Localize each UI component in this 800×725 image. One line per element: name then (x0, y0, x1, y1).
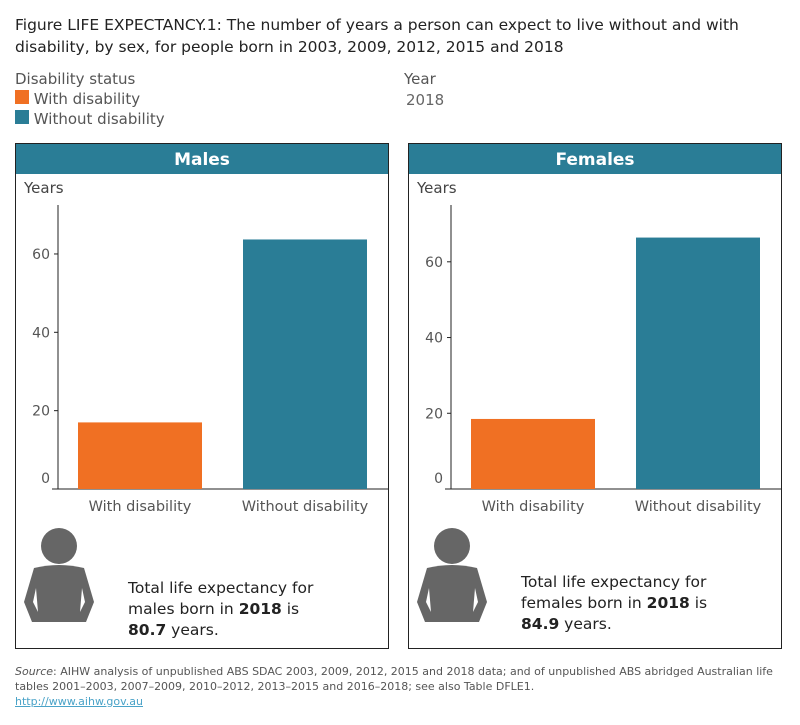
source-note: Source: AIHW analysis of unpublished ABS… (15, 664, 800, 709)
note-post: years. (559, 615, 612, 633)
bar-chart: 0 20 40 60 With disability Without disability (417, 205, 781, 622)
males-panel: Males Years 0 20 40 60 With disability Withou… (15, 143, 389, 649)
panel-header: Females (409, 144, 781, 174)
bar-without-disability (636, 237, 760, 489)
source-link[interactable]: http://www.aihw.gov.au (15, 695, 144, 708)
person-body (417, 565, 487, 622)
person-icon (417, 528, 487, 622)
bar-chart: 0 20 40 60 With disability Without disability (24, 205, 388, 622)
females-panel: Females Years 0 20 40 60 With disability With… (408, 143, 782, 649)
note-year: 2018 (646, 594, 690, 612)
life-expectancy-note: Total life expectancy for males born in … (128, 578, 333, 641)
bar-with-disability (471, 418, 595, 489)
x-tick-label: With disability (482, 499, 585, 515)
year-filter-label: Year (404, 70, 436, 88)
note-value: 80.7 (128, 621, 167, 639)
note-value: 84.9 (521, 615, 560, 633)
y-tick-label: 40 (32, 325, 50, 341)
year-filter-value[interactable]: 2018 (406, 91, 445, 109)
x-tick-label: With disability (89, 499, 192, 515)
bar-without-disability (243, 239, 367, 489)
life-expectancy-note: Total life expectancy for females born i… (521, 572, 726, 635)
source-text: : AIHW analysis of unpublished ABS SDAC … (15, 665, 773, 693)
legend-item-with[interactable]: With disability (15, 90, 165, 108)
y-tick-label: 0 (434, 471, 443, 487)
note-mid: is (281, 600, 300, 618)
panel-header: Males (16, 144, 388, 174)
person-head (41, 528, 77, 564)
y-tick-label: 20 (425, 406, 443, 422)
note-post: years. (166, 621, 219, 639)
bar-with-disability (78, 422, 202, 489)
y-tick-label: 40 (425, 331, 443, 347)
note-pre: Total life expectancy for males born in (128, 579, 314, 618)
person-head (434, 528, 470, 564)
legend: Disability status With disability Withou… (15, 70, 165, 128)
year-filter[interactable]: Year 2018 (404, 70, 444, 109)
legend-label: Without disability (33, 110, 165, 128)
person-icon (24, 528, 94, 622)
note-year: 2018 (238, 600, 282, 618)
note-pre: Total life expectancy for females born i… (521, 573, 707, 612)
legend-title: Disability status (15, 70, 136, 88)
y-tick-label: 60 (32, 247, 50, 263)
legend-label: With disability (33, 90, 141, 108)
legend-item-without[interactable]: Without disability (15, 110, 165, 128)
x-tick-label: Without disability (242, 499, 369, 515)
note-mid: is (689, 594, 708, 612)
figure-title: Figure LIFE EXPECTANCY.1: The number of … (15, 16, 739, 56)
x-tick-label: Without disability (635, 499, 762, 515)
y-tick-label: 20 (32, 404, 50, 420)
y-axis-label: Years (417, 179, 457, 197)
source-label: Source (15, 665, 54, 678)
legend-swatch (15, 90, 29, 104)
y-axis-label: Years (24, 179, 64, 197)
legend-swatch (15, 110, 29, 124)
y-tick-label: 0 (41, 471, 50, 487)
person-body (24, 565, 94, 622)
y-tick-label: 60 (425, 255, 443, 271)
